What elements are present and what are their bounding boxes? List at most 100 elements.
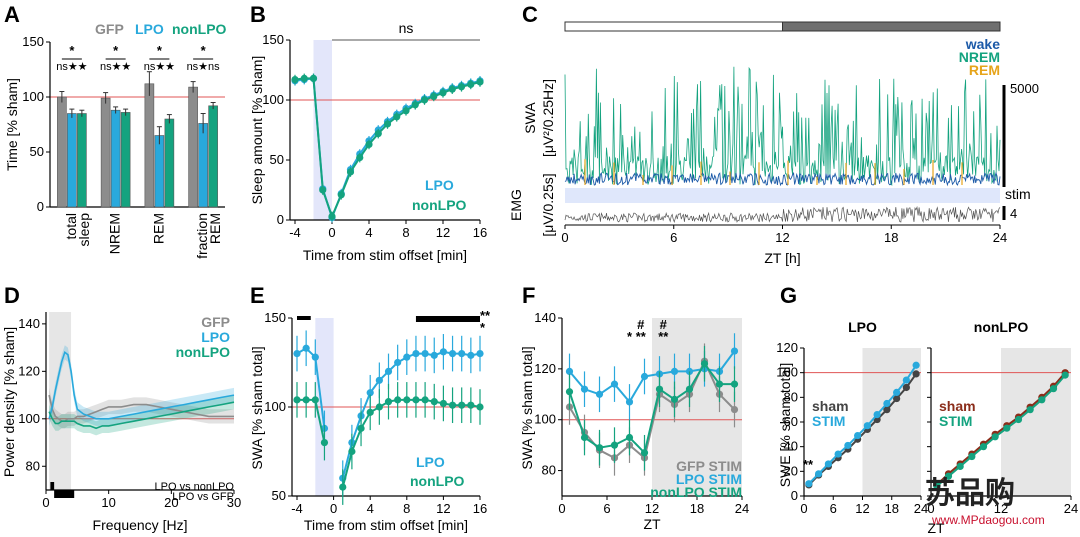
- significance-row: ns★★: [56, 61, 87, 73]
- legend-LPO: LPO: [425, 177, 454, 193]
- series-LPO-point: [384, 367, 393, 375]
- series-GFP-STIM-point: [730, 405, 739, 414]
- legend-nonLPO-STIM: nonLPO STIM: [650, 484, 742, 500]
- series-LPO-STIM-point: [640, 372, 649, 381]
- y-tick-label: 50: [270, 152, 284, 167]
- bar: [110, 109, 121, 208]
- series-nonLPO-point: [348, 447, 356, 456]
- category-label: total: [63, 213, 79, 239]
- significance-mark: *: [627, 329, 633, 344]
- series-STIM-point: [1014, 415, 1023, 424]
- y-axis-label: SWE [% sham total]: [777, 363, 793, 487]
- category-label: REM: [150, 213, 166, 244]
- y-tick-label: 100: [262, 92, 284, 107]
- series-nonLPO-STIM-point: [610, 441, 619, 449]
- series-nonLPO-point: [448, 85, 456, 93]
- y-tick-label: 50: [272, 488, 286, 503]
- series-nonLPO-point: [320, 439, 329, 447]
- frequency-shade: [49, 312, 72, 490]
- series-LPO-point: [293, 350, 301, 358]
- y-tick-label: 120: [776, 340, 798, 355]
- significance-row: ns★ns: [187, 61, 221, 73]
- panel-e: *** 50 100 150 -4 0 4 8 12 16 Time from stim offse…: [249, 308, 491, 533]
- series-nonLPO-STIM-point: [700, 360, 709, 368]
- x-tick-label: 0: [42, 495, 49, 510]
- bar: [208, 105, 218, 208]
- series-nonLPO-point: [366, 408, 374, 416]
- series-nonLPO-point: [402, 107, 410, 115]
- dark-period-bar: [782, 21, 1001, 32]
- series-nonLPO-point: [337, 191, 345, 199]
- series-STIM-point: [956, 462, 964, 470]
- series-nonLPO-STIM-point: [640, 449, 649, 457]
- x-axis-label: Time from stim offset [min]: [304, 517, 468, 533]
- series-LPO-point: [467, 351, 475, 359]
- category-label: sleep: [76, 213, 92, 247]
- panel-f: 80 100 120 140 0 6 12 18 24 ZT SWA [% sham total] *…: [519, 310, 749, 532]
- panel-label: E: [250, 283, 265, 308]
- series-nonLPO-point: [311, 396, 319, 404]
- x-axis-label: ZT: [927, 520, 945, 536]
- x-tick-label: 0: [927, 501, 934, 516]
- x-tick-label: 4: [367, 501, 374, 516]
- series-nonLPO-STIM-point: [670, 395, 679, 403]
- watermark: 苏品购 www.MPdaogou.com: [925, 476, 1045, 527]
- stim-band: [565, 188, 1000, 203]
- y-tick-label: 40: [784, 439, 798, 454]
- y-tick-label: 150: [22, 34, 44, 49]
- y-tick-label: 20: [784, 463, 798, 478]
- series-STIM-point: [805, 480, 813, 488]
- series-LPO-point: [448, 350, 457, 358]
- y-tick-label: 80: [784, 389, 798, 404]
- legend-GFP-STIM: GFP STIM: [676, 458, 742, 474]
- bar: [164, 118, 175, 208]
- x-tick-label: 10: [101, 495, 115, 510]
- series-nonLPO-STIM-point: [565, 388, 574, 396]
- significance-mark: #: [660, 317, 668, 332]
- legend-LPO: LPO: [201, 329, 230, 345]
- ns-annotation: ns: [399, 20, 414, 36]
- series-LPO-point: [476, 350, 484, 358]
- y-tick-label: 100: [776, 365, 798, 380]
- y-tick-label: 100: [534, 412, 556, 427]
- panel-c: stim 0 6 12 18 24 ZT [h] SWA [μV²/0.25Hz] EMG [μV/…: [508, 21, 1039, 266]
- bar: [120, 112, 131, 208]
- watermark-text: 苏品购: [925, 476, 1015, 511]
- series-nonLPO-point: [430, 398, 438, 406]
- series-STIM-point: [902, 376, 910, 384]
- series-nonLPO-point: [430, 92, 438, 100]
- series-nonLPO-point: [339, 483, 347, 491]
- y-tick-label: 140: [534, 310, 556, 325]
- series-nonLPO-STIM-point: [580, 433, 589, 442]
- series-nonLPO-point: [403, 396, 411, 404]
- panel-label: A: [4, 2, 20, 27]
- bar: [154, 135, 165, 208]
- x-tick-label: 16: [473, 501, 487, 516]
- y-tick-label: 100: [22, 89, 44, 104]
- significance-bar: [297, 316, 311, 320]
- swa-trace-wake: [564, 171, 1001, 187]
- light-period-bar: [564, 21, 783, 32]
- sig-label-lpo-vs-nonlpo: LPO vs nonLPO: [155, 481, 235, 493]
- x-tick-label: 0: [558, 501, 565, 516]
- significance-row: ns★★: [100, 61, 131, 73]
- y-label-emg: EMG: [508, 189, 524, 221]
- x-tick-label: 24: [735, 501, 749, 516]
- series-LPO-STIM-point: [625, 398, 634, 406]
- x-tick-label: 6: [670, 230, 677, 245]
- x-tick-label: 16: [473, 225, 487, 240]
- series-nonLPO-line: [48, 401, 235, 430]
- x-tick-label: 24: [993, 230, 1007, 245]
- x-tick-label: 6: [603, 501, 610, 516]
- significance-mark: *: [157, 43, 163, 58]
- series-nonLPO-STIM-point: [685, 385, 694, 393]
- sem-band-LPO: [49, 345, 234, 426]
- legend-LPO: LPO: [416, 454, 445, 470]
- series-LPO-STIM-point: [610, 380, 619, 388]
- series-nonLPO-point: [467, 80, 475, 88]
- series-STIM-point: [873, 411, 881, 419]
- stim-shade: [313, 40, 332, 220]
- series-nonLPO-point: [448, 401, 457, 409]
- series-LPO-point: [421, 350, 429, 358]
